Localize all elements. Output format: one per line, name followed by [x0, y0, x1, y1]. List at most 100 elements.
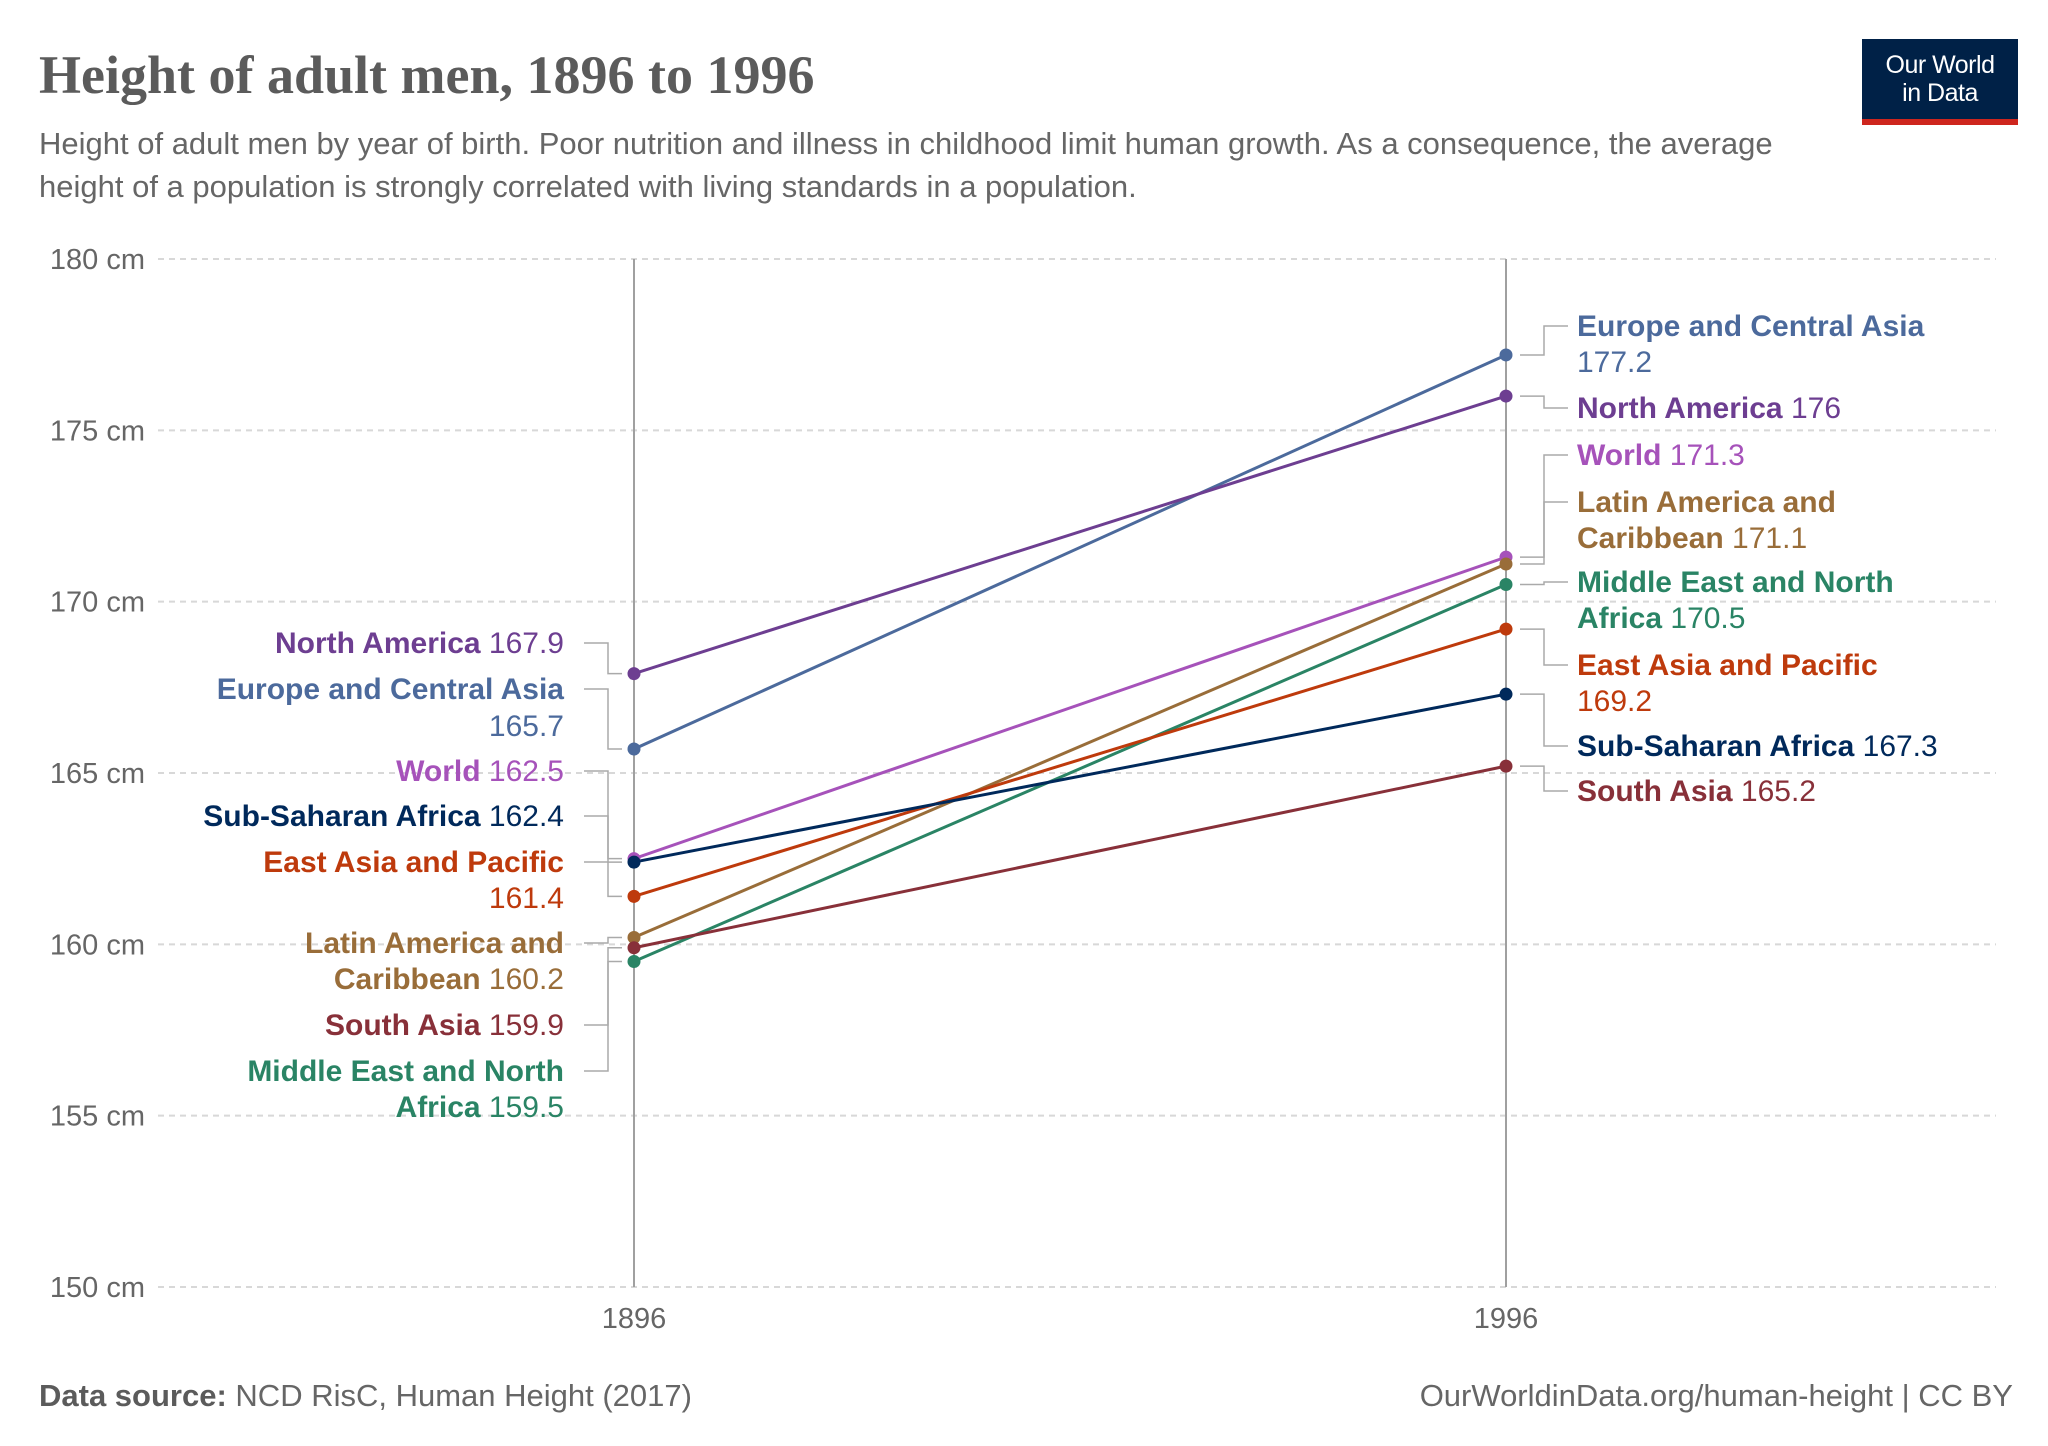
chart-title: Height of adult men, 1896 to 1996 — [39, 45, 815, 105]
series-name: Europe and Central Asia — [217, 673, 565, 706]
data-point — [1499, 557, 1513, 571]
label-line: World 162.5 — [396, 755, 564, 788]
series-line — [633, 692, 1507, 864]
label-line: Sub-Saharan Africa 167.3 — [1577, 730, 1938, 763]
data-point — [627, 889, 641, 903]
series-value: 161.4 — [489, 882, 564, 915]
series-name: Caribbean — [334, 963, 481, 996]
label-connector — [1520, 628, 1568, 666]
series-name: World — [1577, 439, 1661, 472]
label-line: East Asia and Pacific — [1577, 649, 1878, 682]
series-line — [633, 627, 1507, 898]
data-point — [627, 742, 641, 756]
series-line — [633, 764, 1507, 950]
series-name: South Asia — [325, 1009, 481, 1042]
series-line — [633, 394, 1507, 676]
label-connector — [1520, 395, 1568, 409]
y-tick-label: 170 cm — [50, 587, 145, 619]
y-tick-label: 175 cm — [50, 415, 145, 447]
y-tick-label: 160 cm — [50, 929, 145, 961]
series-name: Africa — [396, 1091, 481, 1124]
label-connector — [584, 688, 622, 750]
series-name: Africa — [1577, 602, 1662, 635]
series-label: North America 176 — [1577, 392, 1841, 425]
label-line: Africa 159.5 — [396, 1091, 564, 1124]
logo-line-2: in Data — [1902, 79, 1978, 107]
series-name: Middle East and North — [247, 1055, 564, 1088]
series-value: 171.3 — [1661, 439, 1744, 472]
series-value: 165.2 — [1733, 775, 1816, 808]
label-line: World 171.3 — [1577, 439, 1745, 472]
label-line: Latin America and — [305, 927, 564, 960]
data-point — [1499, 759, 1513, 773]
series-name: East Asia and Pacific — [1577, 649, 1878, 682]
series-name: North America — [275, 627, 481, 660]
label-connector — [1520, 325, 1568, 356]
data-point — [627, 855, 641, 869]
label-connector — [1520, 581, 1568, 586]
series-value: 159.9 — [481, 1009, 564, 1042]
label-connector — [584, 936, 622, 944]
data-point — [1499, 348, 1513, 362]
series-value: 160.2 — [481, 963, 564, 996]
label-line: Caribbean 171.1 — [1577, 522, 1807, 555]
series-label: Sub-Saharan Africa 162.4 — [203, 800, 564, 833]
series-value: 159.5 — [481, 1091, 564, 1124]
label-line: North America 176 — [1577, 392, 1841, 425]
label-connector — [584, 642, 622, 675]
label-connector — [1520, 501, 1568, 565]
series-name: Middle East and North — [1577, 566, 1894, 599]
data-source: Data source: NCD RisC, Human Height (201… — [39, 1378, 692, 1414]
series-name: North America — [1577, 392, 1783, 425]
series-label: North America 167.9 — [275, 627, 564, 660]
x-tick-label: 1996 — [1474, 1303, 1539, 1335]
data-point — [627, 930, 641, 944]
series-line — [633, 583, 1507, 963]
label-connector — [584, 815, 622, 863]
series-name: Sub-Saharan Africa — [1577, 730, 1855, 763]
label-line: Middle East and North — [1577, 566, 1894, 599]
data-point — [627, 667, 641, 681]
series-label: World 171.3 — [1577, 439, 1745, 472]
series-label: South Asia 165.2 — [1577, 775, 1816, 808]
source-link[interactable]: OurWorldinData.org/human-height | CC BY — [1419, 1378, 2013, 1413]
label-line: 161.4 — [489, 882, 564, 915]
series-value: 170.5 — [1662, 602, 1745, 635]
series-value: 167.9 — [481, 627, 564, 660]
label-connector — [1520, 765, 1568, 792]
data-source-label: Data source: — [39, 1378, 227, 1413]
y-tick-label: 165 cm — [50, 758, 145, 790]
series-value: 162.4 — [481, 800, 564, 833]
series-value: 165.7 — [489, 710, 564, 743]
series-name: World — [396, 755, 480, 788]
series-label: World 162.5 — [396, 755, 564, 788]
label-line: 177.2 — [1577, 346, 1652, 379]
label-line: 169.2 — [1577, 685, 1652, 718]
chart-subtitle: Height of adult men by year of birth. Po… — [39, 126, 1773, 204]
label-line: Middle East and North — [247, 1055, 564, 1088]
series-label: Sub-Saharan Africa 167.3 — [1577, 730, 1938, 763]
series-value: 162.5 — [481, 755, 564, 788]
y-tick-label: 155 cm — [50, 1101, 145, 1133]
owid-logo[interactable]: Our World in Data — [1862, 39, 2018, 125]
series-value: 171.1 — [1724, 522, 1807, 555]
data-point — [1499, 389, 1513, 403]
data-source-text: NCD RisC, Human Height (2017) — [235, 1378, 692, 1413]
series-name: South Asia — [1577, 775, 1733, 808]
data-point — [1499, 687, 1513, 701]
series-name: East Asia and Pacific — [263, 846, 564, 879]
series-value: 177.2 — [1577, 346, 1652, 379]
x-tick-label: 1896 — [602, 1303, 667, 1335]
series-value: 167.3 — [1854, 730, 1937, 763]
label-line: Sub-Saharan Africa 162.4 — [203, 800, 564, 833]
label-line: South Asia 165.2 — [1577, 775, 1816, 808]
series-value: 169.2 — [1577, 685, 1652, 718]
